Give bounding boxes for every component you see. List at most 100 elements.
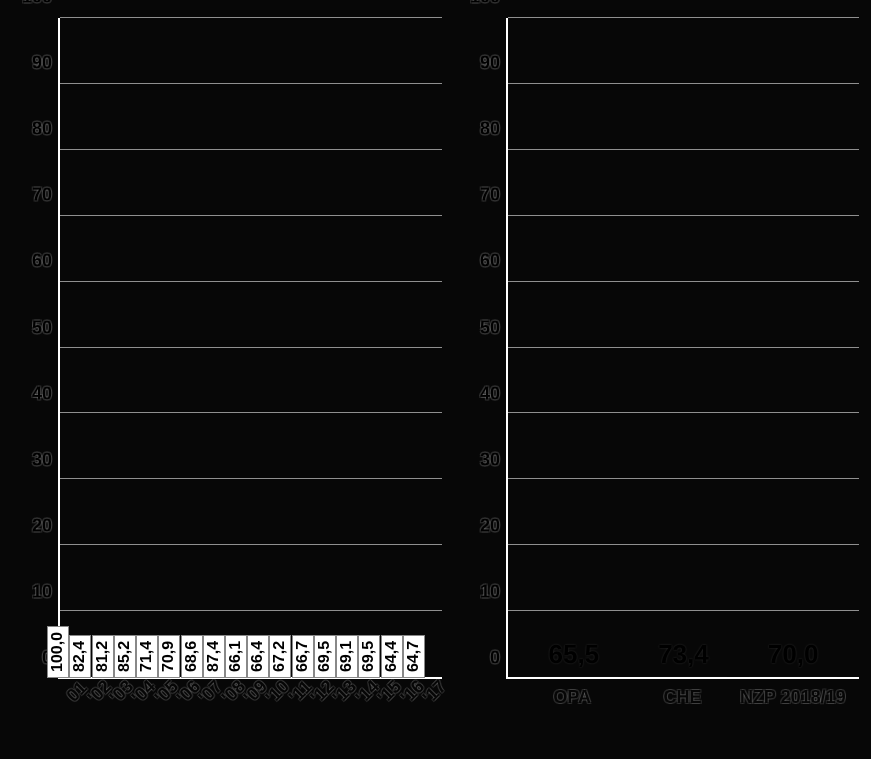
ytick-10: 10	[32, 581, 52, 602]
bar-value-label: 64,4	[381, 635, 403, 678]
bar-fill	[530, 676, 618, 677]
gridline-100	[60, 17, 442, 18]
bar-value-label: 69,5	[314, 635, 336, 678]
left-chart-xaxis: 01'02'03'04'05'06'07'08'09'10'11'12'13'1…	[58, 679, 442, 741]
left-chart-bars: 100,082,481,285,271,470,968,687,466,166,…	[60, 18, 442, 677]
xlabel-text: '17	[419, 676, 451, 708]
xlabel-'06: '06	[174, 679, 192, 741]
bar-value-label: 81,2	[92, 635, 114, 678]
right-chart-yaxis: 0102030405060708090100	[460, 18, 506, 679]
ytick-90: 90	[32, 53, 52, 74]
bar-value-label: 66,7	[292, 635, 314, 678]
ytick-50: 50	[480, 317, 500, 338]
right-chart-bars: 65,5 73,4 70,0	[508, 18, 859, 677]
gridline-10	[508, 610, 859, 611]
ytick-30: 30	[32, 449, 52, 470]
ytick-70: 70	[32, 185, 52, 206]
ytick-30: 30	[480, 449, 500, 470]
gridline-80	[508, 149, 859, 150]
bar-value-label: 69,1	[336, 635, 358, 678]
ytick-70: 70	[480, 185, 500, 206]
ytick-60: 60	[32, 251, 52, 272]
ytick-10: 10	[480, 581, 500, 602]
gridline-30	[60, 478, 442, 479]
gridline-70	[508, 215, 859, 216]
gridline-50	[60, 347, 442, 348]
xlabel-NZP 2018/19: NZP 2018/19	[749, 679, 837, 741]
bar-value-label: 66,1	[225, 635, 247, 678]
gridline-30	[508, 478, 859, 479]
bar-fill	[640, 676, 728, 677]
bar-value-label: 73,4	[658, 639, 709, 670]
bar-value-label: 67,2	[269, 635, 291, 678]
xlabel-'02: '02	[84, 679, 102, 741]
ytick-40: 40	[32, 383, 52, 404]
ytick-0: 0	[490, 648, 500, 669]
left-chart: 0102030405060708090100 100,082,481,285,2…	[12, 18, 442, 741]
xlabel-'17: '17	[420, 679, 438, 741]
bar-value-label: 66,4	[247, 635, 269, 678]
bar-value-label: 69,5	[358, 635, 380, 678]
bar-OPA: 65,5	[530, 676, 618, 677]
right-chart-plot: 0102030405060708090100 65,573,470,0	[460, 18, 859, 679]
xlabel-'03: '03	[107, 679, 125, 741]
gridline-90	[60, 83, 442, 84]
ytick-20: 20	[480, 515, 500, 536]
ytick-50: 50	[32, 317, 52, 338]
xlabel-'10: '10	[263, 679, 281, 741]
xlabel-'11: '11	[286, 679, 304, 741]
xlabel-'09: '09	[241, 679, 259, 741]
xlabel-'05: '05	[151, 679, 169, 741]
gridline-20	[508, 544, 859, 545]
gridline-100	[508, 17, 859, 18]
ytick-80: 80	[480, 119, 500, 140]
bar-value-label: 70,0	[768, 639, 819, 670]
gridline-40	[60, 412, 442, 413]
xlabel-'14: '14	[353, 679, 371, 741]
left-chart-area: 100,082,481,285,271,470,968,687,466,166,…	[58, 18, 442, 679]
xlabel-01: 01	[62, 679, 80, 741]
xlabel-text: NZP 2018/19	[740, 687, 846, 708]
bar-value-label: 87,4	[203, 635, 225, 678]
bar-value-label: 100,0	[47, 626, 69, 678]
ytick-20: 20	[32, 515, 52, 536]
xlabel-text: CHE	[663, 687, 701, 708]
xlabel-'04: '04	[129, 679, 147, 741]
ytick-60: 60	[480, 251, 500, 272]
xlabel-'13: '13	[330, 679, 348, 741]
xlabel-'07: '07	[196, 679, 214, 741]
bar-value-label: 85,2	[114, 635, 136, 678]
left-chart-xlabels: 01'02'03'04'05'06'07'08'09'10'11'12'13'1…	[58, 679, 442, 741]
ytick-100: 100	[22, 0, 52, 8]
bar-CHE: 73,4	[640, 676, 728, 677]
gridline-90	[508, 83, 859, 84]
bar-NZP 2018/19: 70,0	[749, 676, 837, 677]
right-chart: 0102030405060708090100 65,573,470,0 OPAC…	[460, 18, 859, 741]
charts-container: 0102030405060708090100 100,082,481,285,2…	[0, 0, 871, 759]
gridline-60	[508, 281, 859, 282]
ytick-90: 90	[480, 53, 500, 74]
left-chart-yaxis: 0102030405060708090100	[12, 18, 58, 679]
xlabel-CHE: CHE	[638, 679, 726, 741]
gridline-10	[60, 610, 442, 611]
bar-value-label: 64,7	[403, 635, 425, 678]
gridline-20	[60, 544, 442, 545]
xlabel-'15: '15	[375, 679, 393, 741]
ytick-80: 80	[32, 119, 52, 140]
bar-value-label: 82,4	[69, 635, 91, 678]
ytick-100: 100	[470, 0, 500, 8]
gridline-70	[60, 215, 442, 216]
gridline-50	[508, 347, 859, 348]
gridline-60	[60, 281, 442, 282]
bar-value-label: 65,5	[549, 639, 600, 670]
xlabel-text: OPA	[553, 687, 591, 708]
gridline-80	[60, 149, 442, 150]
xlabel-'16: '16	[397, 679, 415, 741]
gridline-40	[508, 412, 859, 413]
right-chart-xlabels: OPA CHE NZP 2018/19	[506, 679, 859, 741]
left-chart-plot: 0102030405060708090100 100,082,481,285,2…	[12, 18, 442, 679]
bar-value-label: 70,9	[158, 635, 180, 678]
xlabel-OPA: OPA	[528, 679, 616, 741]
xlabel-'08: '08	[219, 679, 237, 741]
bar-value-label: 68,6	[181, 635, 203, 678]
